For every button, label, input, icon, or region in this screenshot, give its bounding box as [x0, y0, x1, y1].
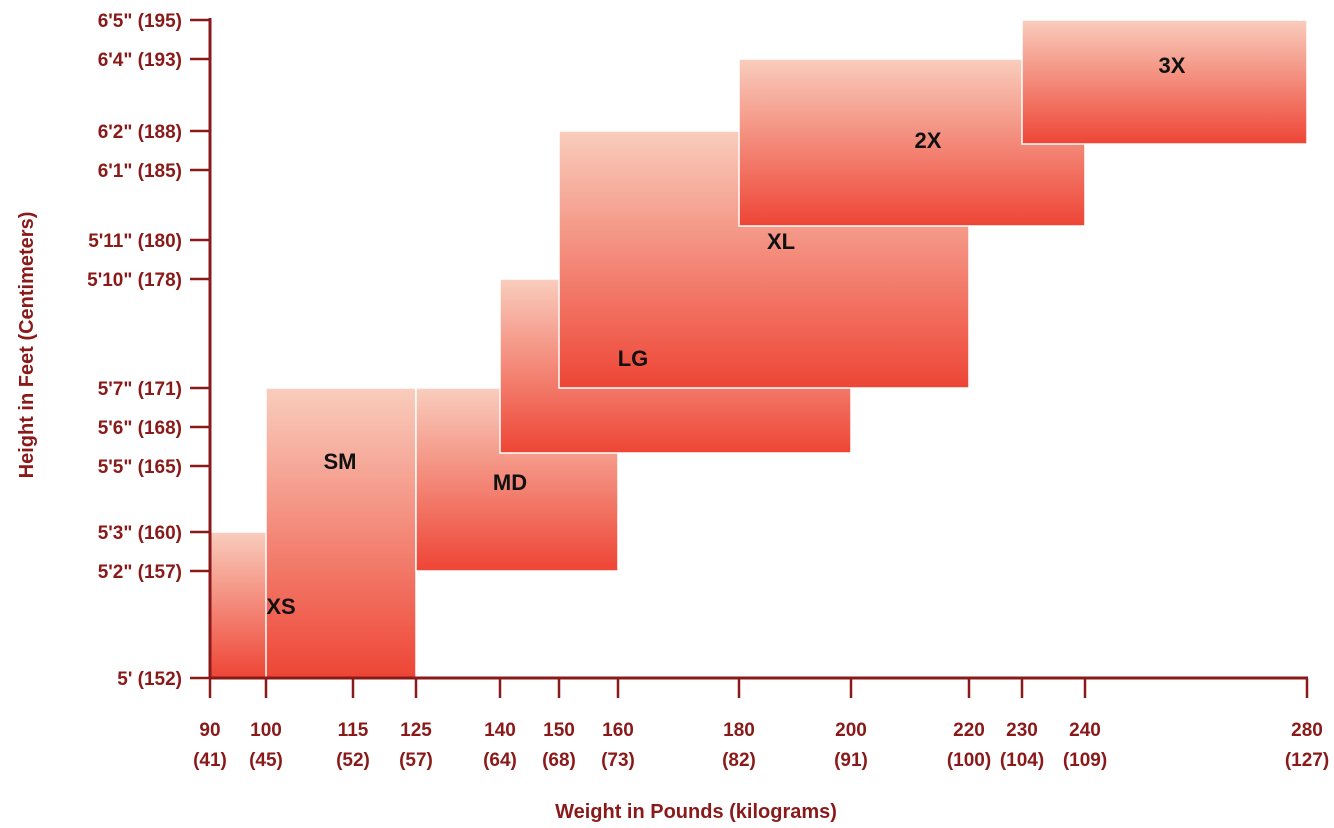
size-label-xs: XS: [266, 594, 295, 619]
y-tick-label: 6'1" (185): [98, 161, 182, 182]
x-tick-label-kg: (104): [1000, 750, 1044, 771]
size-label-3x: 3X: [1159, 53, 1186, 78]
x-tick-label-lbs: 220: [953, 720, 985, 741]
y-tick-label: 5'10" (178): [87, 270, 182, 291]
y-tick-label: 6'4" (193): [98, 50, 182, 71]
x-tick-label-kg: (91): [834, 750, 868, 771]
y-tick-label: 5'6" (168): [98, 418, 182, 439]
x-tick-label-lbs: 140: [484, 720, 516, 741]
axes: [208, 18, 1308, 680]
y-tick-label: 6'5" (195): [98, 11, 182, 32]
size-label-sm: SM: [324, 449, 357, 474]
size-label-2x: 2X: [915, 128, 942, 153]
x-tick-label-kg: (68): [542, 750, 576, 771]
x-tick-label-lbs: 200: [835, 720, 867, 741]
x-tick-label-kg: (73): [601, 750, 635, 771]
x-tick-label-lbs: 160: [602, 720, 634, 741]
x-tick-label-lbs: 240: [1069, 720, 1101, 741]
x-tick-label-lbs: 125: [400, 720, 432, 741]
x-tick-label-lbs: 230: [1006, 720, 1038, 741]
x-tick-label-kg: (100): [947, 750, 991, 771]
x-tick-label-kg: (41): [193, 750, 227, 771]
y-tick-label: 5'5" (165): [98, 457, 182, 478]
x-axis-ticks: 90 (41) 100 (45) 115 (52) 125 (57) 140 (64) 150 (68…: [193, 678, 1329, 771]
x-tick-label-kg: (64): [483, 750, 517, 771]
y-tick-label: 5' (152): [117, 669, 182, 690]
x-tick-label-kg: (45): [249, 750, 283, 771]
x-tick-label-kg: (127): [1285, 750, 1329, 771]
x-tick-label-kg: (57): [399, 750, 433, 771]
y-axis-title: Height in Feet (Centimeters): [16, 212, 38, 479]
size-label-xl: XL: [767, 229, 795, 254]
y-tick-label: 6'2" (188): [98, 122, 182, 143]
y-tick-label: 5'7" (171): [98, 379, 182, 400]
x-tick-label-lbs: 150: [543, 720, 575, 741]
x-tick-label-lbs: 100: [250, 720, 282, 741]
x-tick-label-kg: (82): [722, 750, 756, 771]
y-axis-ticks: 5' (152) 5'2" (157) 5'3" (160) 5'5" (165) 5'…: [87, 11, 210, 690]
y-tick-label: 5'3" (160): [98, 523, 182, 544]
y-tick-label: 5'11" (180): [88, 231, 182, 252]
size-boxes: XS SM MD LG XL 2X 3X: [209, 19, 1308, 679]
x-tick-label-lbs: 90: [199, 720, 220, 741]
x-tick-label-lbs: 115: [338, 720, 369, 741]
x-tick-label-kg: (109): [1063, 750, 1107, 771]
size-label-lg: LG: [618, 346, 649, 371]
size-box-sm: [265, 387, 417, 679]
x-tick-label-kg: (52): [336, 750, 370, 771]
x-tick-label-lbs: 280: [1291, 720, 1323, 741]
size-label-md: MD: [493, 470, 527, 495]
size-box-3x: [1021, 19, 1308, 145]
x-axis-title: Weight in Pounds (kilograms): [555, 801, 837, 823]
y-tick-label: 5'2" (157): [98, 562, 182, 583]
x-tick-label-lbs: 180: [723, 720, 755, 741]
